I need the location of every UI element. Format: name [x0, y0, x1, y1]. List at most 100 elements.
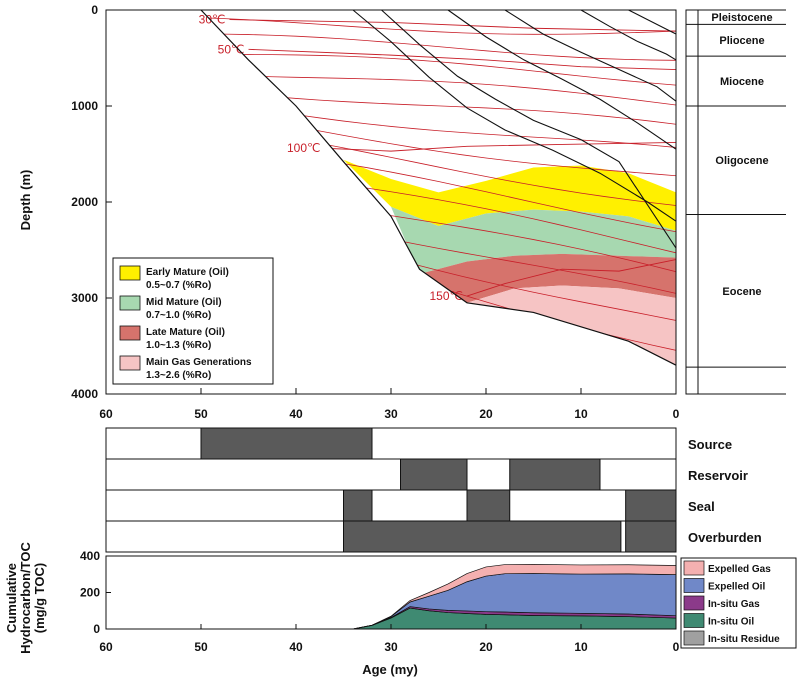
legend-range: 0.7~1.0 (%Ro) — [146, 310, 211, 321]
legend-label: Late Mature (Oil) — [146, 327, 225, 338]
burial-line — [447, 9, 677, 150]
x-tick-label: 10 — [574, 407, 588, 421]
x-tick-label: 60 — [99, 407, 113, 421]
isotherm-line-minor — [201, 33, 676, 61]
x-tick-label: 30 — [384, 407, 398, 421]
x-axis-label: Age (my) — [362, 662, 418, 677]
legend-swatch — [119, 355, 141, 371]
element-block — [466, 489, 511, 522]
element-block — [400, 458, 468, 491]
y-tick-label: 3000 — [71, 291, 98, 305]
legend-swatch — [683, 560, 705, 576]
bottom-y-axis-label-line2: Hydrocarbon/TOC — [18, 542, 33, 654]
bottom-y-axis-label-line1: Cumulative — [4, 563, 19, 633]
element-row-label: Seal — [688, 499, 715, 514]
legend-range: 1.3~2.6 (%Ro) — [146, 370, 211, 381]
y-tick-label: 0 — [91, 3, 98, 17]
legend-swatch — [119, 325, 141, 341]
element-block — [625, 520, 677, 553]
element-row-label: Reservoir — [688, 468, 748, 483]
isotherm-line-3 — [324, 142, 676, 152]
basement-line — [200, 9, 677, 366]
burial-line — [504, 9, 677, 102]
isotherm-line-minor — [201, 99, 676, 148]
x-tick-label: 30 — [384, 640, 398, 654]
legend-label: Main Gas Generations — [146, 357, 252, 368]
maturity-legend: Early Mature (Oil) 0.5~0.7 (%Ro) Mid Matur… — [112, 257, 274, 385]
element-block — [509, 458, 601, 491]
isotherm-line-4 — [466, 259, 676, 297]
y-tick-label: 0 — [93, 622, 100, 636]
legend-label: Mid Mature (Oil) — [146, 297, 222, 308]
mid-mature-window — [391, 206, 676, 274]
x-tick-label: 10 — [574, 640, 588, 654]
early-mature-window — [343, 159, 676, 231]
isotherm-line-minor — [201, 109, 676, 177]
x-tick-label: 40 — [289, 407, 303, 421]
element-block — [625, 489, 677, 522]
x-tick-label: 20 — [479, 407, 493, 421]
x-tick-label: 20 — [479, 640, 493, 654]
main-gas-window — [467, 285, 676, 366]
isotherm-label: 30℃ — [199, 13, 226, 27]
epoch-label: Pleistocene — [711, 12, 772, 24]
top-y-axis-label: Depth (m) — [18, 170, 33, 231]
legend-label: Early Mature (Oil) — [146, 267, 229, 278]
maturity-windows — [343, 159, 676, 366]
legend-range: 1.0~1.3 (%Ro) — [146, 340, 211, 351]
burial-line — [381, 9, 677, 249]
epoch-label: Miocene — [720, 76, 764, 88]
isotherm-label: 100℃ — [287, 141, 321, 155]
x-tick-label: 50 — [194, 407, 208, 421]
element-row — [105, 489, 677, 522]
legend-label: In-situ Gas — [708, 599, 760, 610]
isotherm-line-2 — [248, 48, 676, 70]
burial-line — [628, 9, 677, 35]
isotherm-line-minor — [201, 88, 676, 125]
x-tick-label: 0 — [673, 407, 680, 421]
legend-label: Expelled Gas — [708, 564, 771, 575]
element-row-label: Source — [688, 437, 732, 452]
isotherm-line-minor — [201, 53, 676, 86]
x-tick-label: 60 — [99, 640, 113, 654]
epoch-side-bar — [685, 9, 699, 395]
x-tick-label: 0 — [673, 640, 680, 654]
isotherm-label: 50℃ — [218, 42, 245, 56]
legend-label: In-situ Oil — [708, 617, 754, 628]
legend-swatch — [683, 613, 705, 628]
legend-swatch — [119, 265, 141, 281]
element-row — [105, 427, 677, 460]
isotherm-line-minor — [201, 73, 676, 106]
y-tick-label: 200 — [80, 586, 100, 600]
legend-swatch — [119, 295, 141, 311]
epoch-label: Pliocene — [719, 35, 764, 47]
x-tick-label: 40 — [289, 640, 303, 654]
y-tick-label: 1000 — [71, 99, 98, 113]
legend-label: Expelled Oil — [708, 582, 765, 593]
isotherm-line-1 — [229, 19, 676, 32]
epoch-column: Pleistocene Pliocene Miocene Oligocene Eocen… — [685, 9, 786, 395]
hydrocarbon-legend: Expelled Gas Expelled Oil In-situ Gas In-si… — [680, 557, 797, 649]
legend-range: 0.5~0.7 (%Ro) — [146, 280, 211, 291]
y-tick-label: 400 — [80, 549, 100, 563]
isotherm-label: 150℃ — [430, 289, 464, 303]
y-tick-label: 2000 — [71, 195, 98, 209]
legend-swatch — [683, 578, 705, 593]
element-row-label: Overburden — [688, 530, 762, 545]
burial-lines — [200, 9, 677, 366]
isotherm-line-minor — [201, 17, 676, 35]
burial-line — [352, 9, 677, 222]
x-tick-label: 50 — [194, 640, 208, 654]
bottom-y-axis-label-line3: (mg/g TOC) — [32, 563, 47, 634]
elements-panel: Source Reservoir Seal Overburden — [105, 427, 762, 553]
cumulative-hydrocarbon-panel: 60 50 40 30 20 10 0 0 200 400 — [80, 549, 680, 654]
legend-swatch — [683, 630, 705, 646]
epoch-label: Eocene — [722, 286, 761, 298]
epoch-label: Oligocene — [715, 155, 768, 167]
legend-label: In-situ Residue — [708, 634, 780, 645]
legend-swatch — [683, 595, 705, 611]
element-block — [343, 520, 622, 553]
element-block — [200, 427, 373, 460]
y-tick-label: 4000 — [71, 387, 98, 401]
